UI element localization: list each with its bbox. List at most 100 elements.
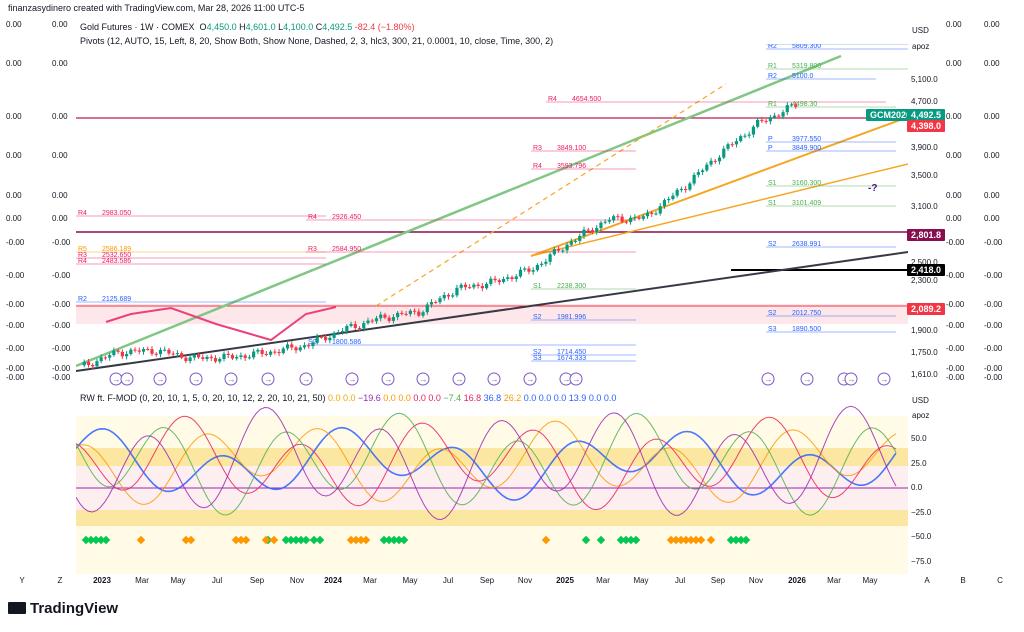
event-arrow-icon[interactable]	[189, 372, 203, 386]
ind-currency-label: USD	[912, 396, 929, 405]
ohlc-close-label: C	[315, 22, 323, 32]
question-annotation: -?	[868, 183, 877, 194]
time-tick: Z	[57, 576, 63, 585]
left-axis-row: 0.00 0.00	[6, 151, 92, 160]
event-arrow-icon[interactable]	[761, 372, 775, 386]
red-zone	[76, 304, 908, 324]
event-arrow-icon[interactable]	[800, 372, 814, 386]
right-axis-value: 0.00	[984, 214, 1000, 223]
candle	[192, 354, 196, 358]
candle	[476, 284, 480, 287]
event-arrow-icon[interactable]	[844, 372, 858, 386]
candle	[264, 353, 268, 355]
indicator-value: 16.8	[463, 393, 484, 403]
event-arrow-icon[interactable]	[452, 372, 466, 386]
candle	[86, 361, 91, 365]
price-chart[interactable]: R2 5931.550 R2 5809.300 R1 5319.800 R2 5100.0 R4…	[76, 44, 908, 390]
pivot-value: 1714.450	[557, 349, 586, 356]
pivots-legend[interactable]: Pivots (12, AUTO, 15, Left, 8, 20, Show …	[80, 36, 554, 46]
event-arrow-icon[interactable]	[523, 372, 537, 386]
pivot-value: 5100.0	[792, 73, 814, 80]
time-tick: Nov	[289, 576, 305, 585]
pivot-value: 2638.991	[792, 241, 821, 248]
candle	[451, 295, 455, 297]
right-axis-row: -0.00 -0.00	[946, 364, 1022, 373]
candle	[455, 287, 459, 296]
event-arrow-icon[interactable]	[261, 372, 275, 386]
event-arrow-icon[interactable]	[877, 372, 891, 386]
pivot-tag: R3	[533, 145, 542, 152]
right-axis-row: 0.00 0.00	[946, 191, 1022, 200]
left-axis-value: -0.00	[52, 344, 71, 353]
event-arrow-icon[interactable]	[224, 372, 238, 386]
event-arrow-icon[interactable]	[381, 372, 395, 386]
indicator-values: 0.0 0.0 −19.6 0.0 0.0 0.0 0.0 −7.4 16.8 …	[328, 393, 616, 403]
price-tick: 5,100.0	[911, 75, 938, 84]
pivot-value: 5319.800	[792, 63, 821, 70]
candle	[277, 352, 281, 354]
pivot-value: 2125.689	[102, 296, 131, 303]
price-tag: 4,492.5	[907, 109, 946, 121]
candle	[751, 126, 756, 135]
scale-mode-label[interactable]: apoz	[912, 42, 930, 51]
candle	[573, 240, 578, 242]
candle	[357, 327, 362, 329]
price-tag: 4,398.0	[907, 120, 946, 132]
event-arrow-icon[interactable]	[569, 372, 583, 386]
candle	[281, 348, 285, 354]
right-axis-value: -0.00	[984, 300, 1003, 309]
event-arrow-glyph: →	[228, 375, 236, 384]
indicator-value: 0.0	[327, 393, 343, 403]
right-axis-value: -0.00	[984, 238, 1003, 247]
indicator-legend[interactable]: RW ft. F-MOD (0, 20, 10, 1, 5, 0, 20, 10…	[80, 393, 616, 403]
pivot-tag: S2	[533, 349, 542, 356]
orange-channel-lower	[530, 163, 908, 257]
pivot-tag: R2	[78, 296, 87, 303]
candle	[332, 332, 336, 338]
indicator-value: 0.0	[383, 393, 399, 403]
indicator-pane[interactable]	[76, 404, 908, 574]
left-axis-value: -0.00	[52, 238, 71, 247]
ohlc-low-label: L	[278, 22, 284, 32]
time-tick: Sep	[249, 576, 265, 585]
pivot-value: 1800.586	[332, 339, 361, 346]
candle	[501, 279, 506, 282]
candle	[713, 160, 717, 162]
symbol-legend[interactable]: Gold Futures · 1W · COMEX O4,450.0 H4,60…	[80, 22, 415, 32]
pivot-tag: R4	[308, 214, 317, 221]
event-arrow-glyph: →	[349, 375, 357, 384]
candle	[603, 221, 607, 223]
time-tick: Y	[19, 576, 25, 585]
candle	[506, 277, 510, 280]
right-axis-value: -0.00	[984, 373, 1003, 382]
pivot-tag: R4	[78, 210, 87, 217]
ind-scale-mode[interactable]: apoz	[912, 411, 930, 420]
left-axis-value: -0.00	[52, 321, 71, 330]
event-arrow-icon[interactable]	[153, 372, 167, 386]
left-axis-row: -0.00 -0.00	[6, 373, 92, 382]
tradingview-logo[interactable]: TradingView	[8, 600, 118, 617]
candle	[362, 323, 366, 329]
event-arrow-glyph: →	[420, 375, 428, 384]
event-arrow-icon[interactable]	[416, 372, 430, 386]
candle	[586, 229, 590, 231]
long-trend-line	[76, 251, 908, 372]
event-arrow-icon[interactable]	[487, 372, 501, 386]
indicator-line	[76, 420, 897, 505]
signal-dot	[379, 535, 389, 545]
pivot-value: 3593.796	[557, 163, 586, 170]
indicator-value: 0.0	[523, 393, 539, 403]
candle	[171, 353, 175, 355]
event-arrow-icon[interactable]	[345, 372, 359, 386]
candle	[146, 348, 150, 350]
event-arrow-icon[interactable]	[299, 372, 313, 386]
indicator-tick: 0.0	[911, 483, 923, 492]
event-arrow-icon[interactable]	[120, 372, 134, 386]
ohlc-close: 4,492.5	[322, 22, 353, 32]
indicator-value: 0.0	[413, 393, 429, 403]
candle	[645, 212, 650, 217]
left-axis-row: 0.00 0.00	[6, 112, 92, 121]
pivot-tag: S1	[768, 180, 777, 187]
candle	[764, 120, 768, 122]
candle	[370, 320, 374, 322]
